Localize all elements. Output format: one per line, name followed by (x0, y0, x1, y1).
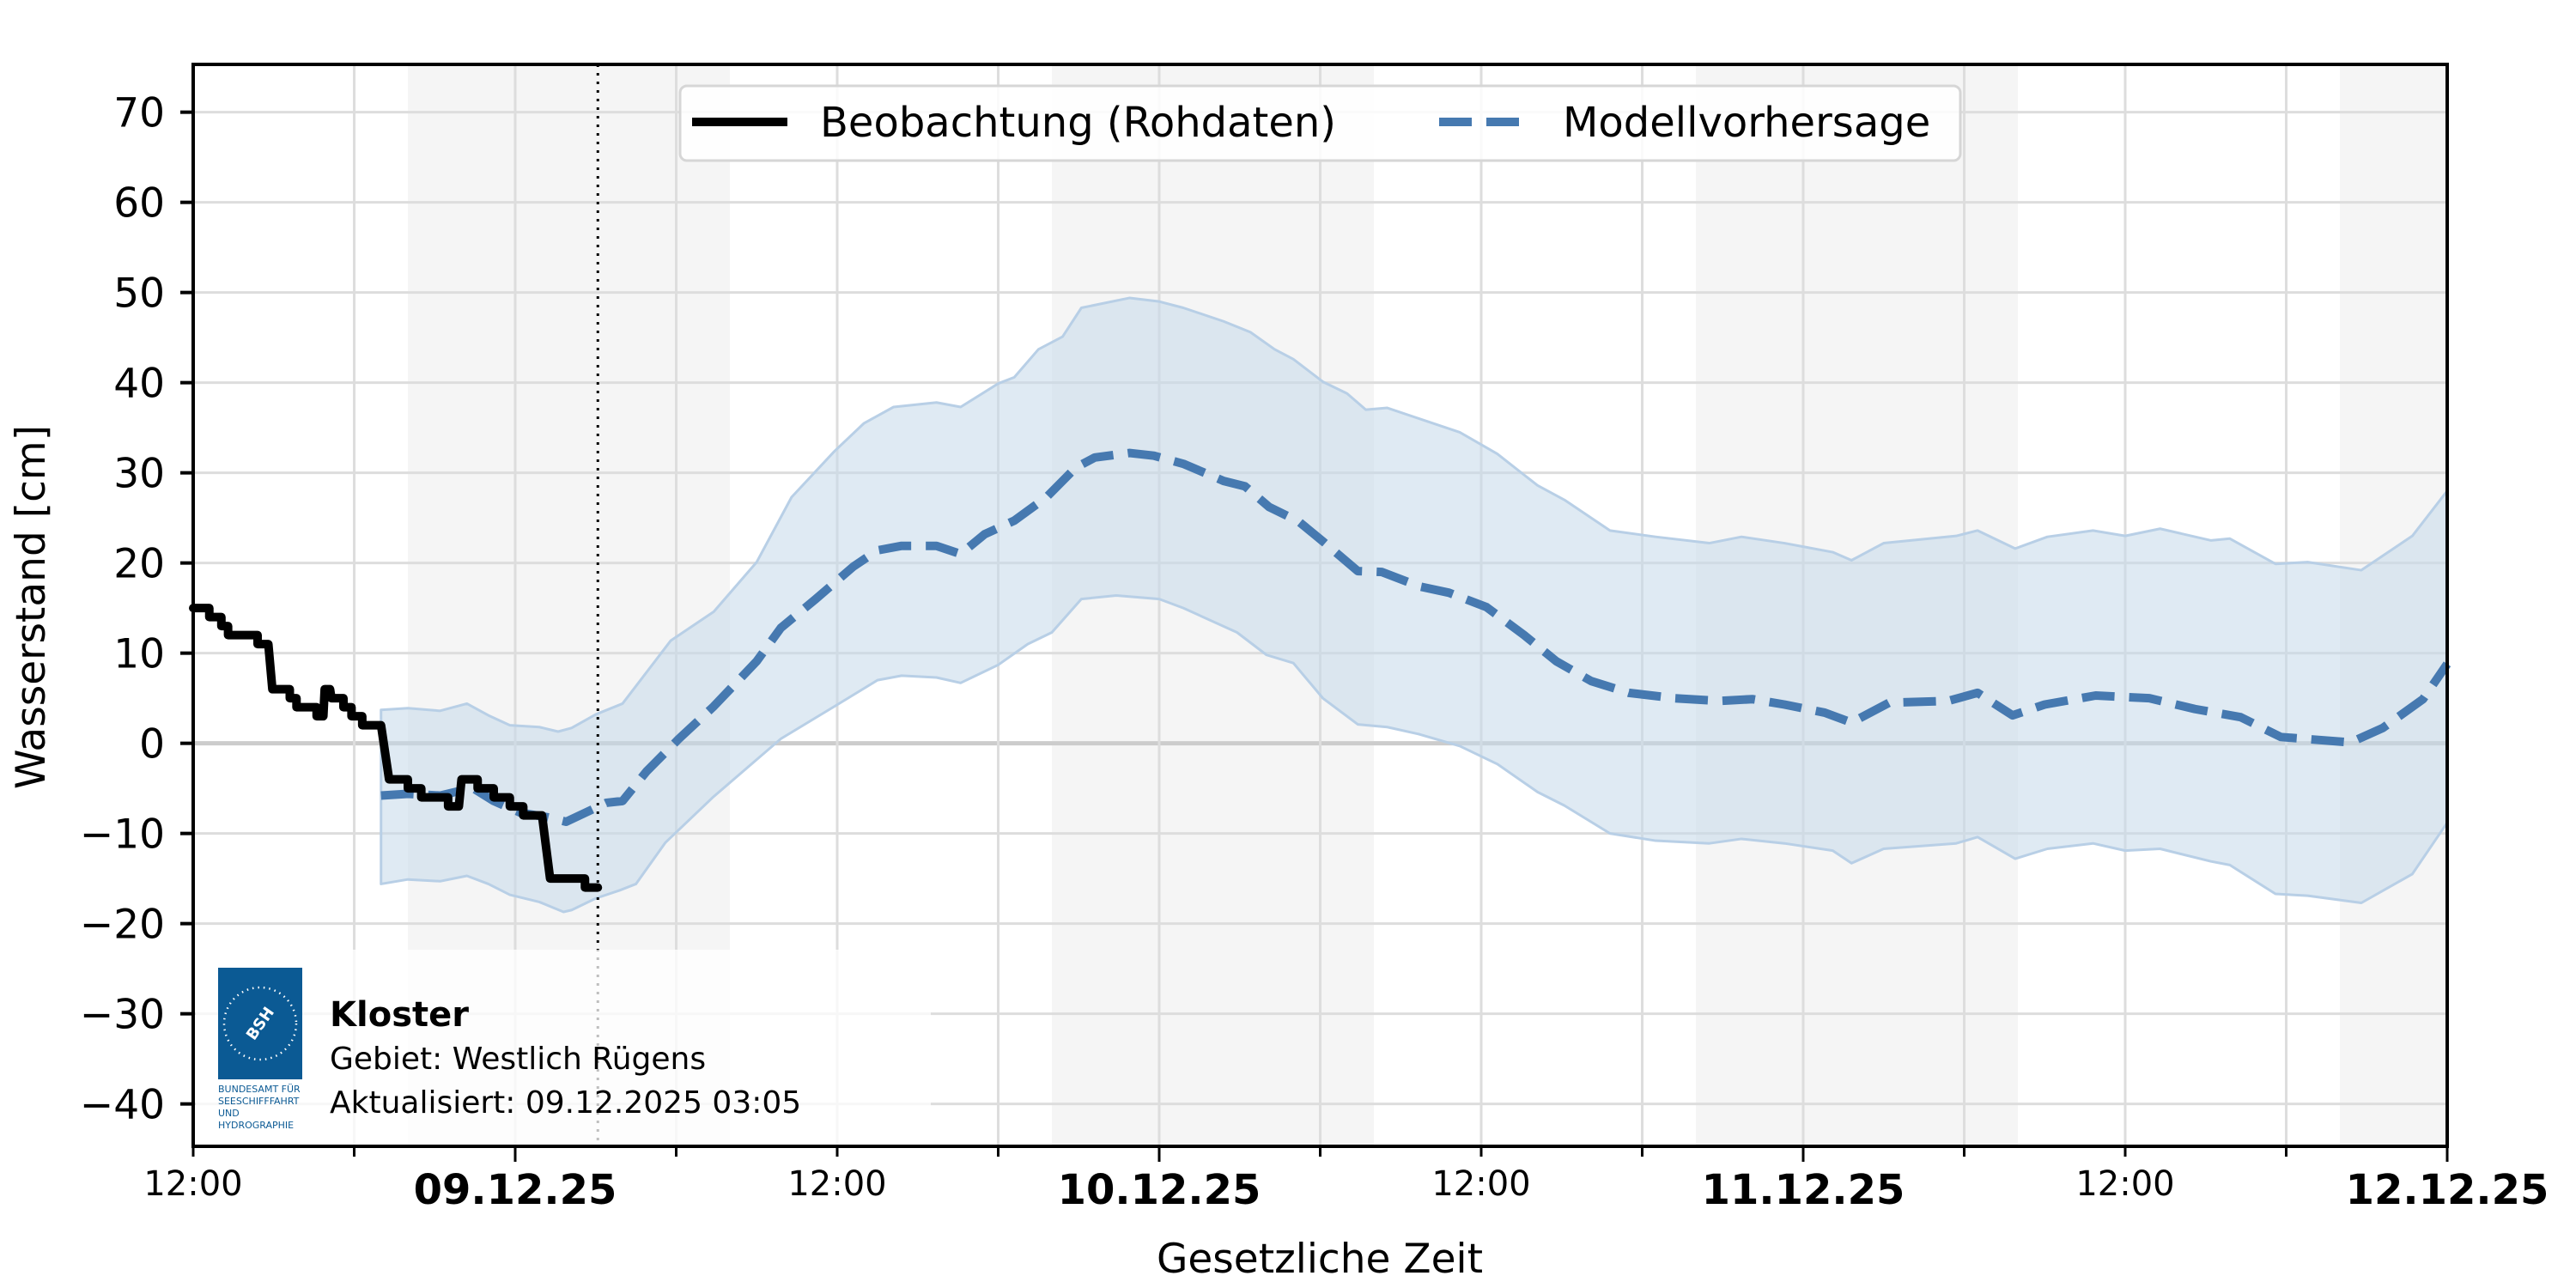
y-tick-label: 10 (113, 631, 165, 678)
bsh-logo-line-2: SEESCHIFFFAHRT (218, 1096, 300, 1107)
update-timestamp: Aktualisiert: 09.12.2025 03:05 (330, 1085, 801, 1121)
x-date-label: 10.12.25 (1058, 1166, 1261, 1214)
station-area: Gebiet: Westlich Rügens (330, 1042, 706, 1077)
y-tick-label: 60 (113, 180, 165, 228)
forecast-line (380, 448, 2451, 826)
station-info-box: BSH BUNDESAMT FÜR SEESCHIFFFAHRT UND HYD… (196, 950, 931, 1145)
y-axis-ticks: 70 60 50 40 30 20 10 0 −10 −20 −30 −40 (80, 90, 193, 1129)
bsh-logo-line-4: HYDROGRAPHIE (218, 1120, 294, 1131)
legend-forecast-label: Modellvorhersage (1563, 99, 1930, 147)
legend-observation-label: Beobachtung (Rohdaten) (820, 99, 1336, 147)
y-tick-label: 40 (113, 361, 165, 408)
y-tick-label: 20 (113, 541, 165, 588)
x-time-label: 12:00 (1431, 1164, 1530, 1204)
x-date-label: 09.12.25 (414, 1166, 617, 1214)
station-name: Kloster (330, 995, 469, 1035)
x-time-label: 12:00 (143, 1164, 242, 1204)
bsh-logo-line-1: BUNDESAMT FÜR (218, 1084, 301, 1095)
y-tick-label: −20 (80, 902, 165, 949)
series-lines (189, 448, 2451, 892)
y-tick-label: −30 (80, 992, 165, 1039)
y-tick-label: 70 (113, 90, 165, 137)
x-date-label: 11.12.25 (1702, 1166, 1905, 1214)
bsh-logo: BSH BUNDESAMT FÜR SEESCHIFFFAHRT UND HYD… (218, 968, 302, 1131)
x-axis-ticks: 12:00 09.12.25 12:00 10.12.25 12:00 11.12.25 1… (143, 1146, 2549, 1214)
bsh-logo-line-3: UND (218, 1108, 240, 1119)
y-tick-label: −40 (80, 1082, 165, 1129)
observation-line (189, 604, 603, 892)
y-tick-label: 30 (113, 451, 165, 498)
y-tick-label: −10 (80, 811, 165, 859)
legend: Beobachtung (Rohdaten) Modellvorhersage (678, 84, 1962, 162)
x-axis-title: Gesetzliche Zeit (1157, 1236, 1483, 1283)
legend-box (678, 84, 1962, 162)
bsh-logo-badge (218, 968, 302, 1079)
info-box-background (196, 950, 931, 1145)
x-time-label: 12:00 (787, 1164, 886, 1204)
y-axis-title: Wasserstand [cm] (8, 425, 55, 789)
x-time-label: 12:00 (2075, 1164, 2174, 1204)
y-tick-label: 0 (139, 721, 165, 769)
x-date-label: 12.12.25 (2346, 1166, 2549, 1214)
forecast-uncertainty-band (380, 296, 2449, 914)
uncertainty-band-area (380, 296, 2449, 914)
y-tick-label: 50 (113, 270, 165, 318)
bsh-logo-ring-icon (222, 986, 298, 1061)
